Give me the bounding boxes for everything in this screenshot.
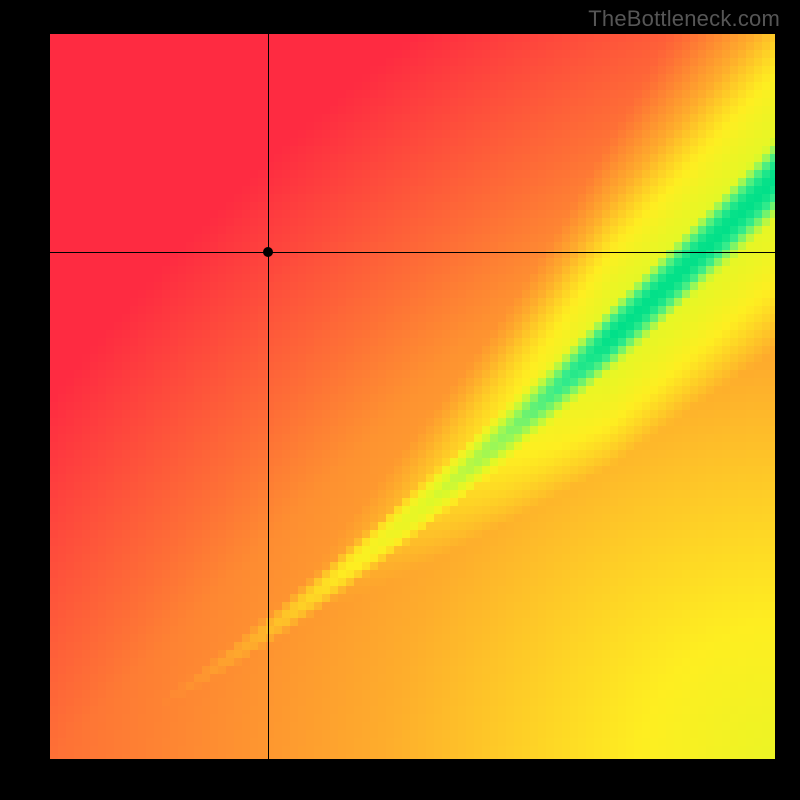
figure-root: TheBottleneck.com: [0, 0, 800, 800]
crosshair-marker: [263, 247, 273, 257]
watermark-text: TheBottleneck.com: [588, 6, 780, 32]
heatmap-plot: [50, 34, 775, 759]
crosshair-horizontal: [50, 252, 775, 253]
heatmap-canvas: [50, 34, 775, 759]
crosshair-vertical: [268, 34, 269, 759]
